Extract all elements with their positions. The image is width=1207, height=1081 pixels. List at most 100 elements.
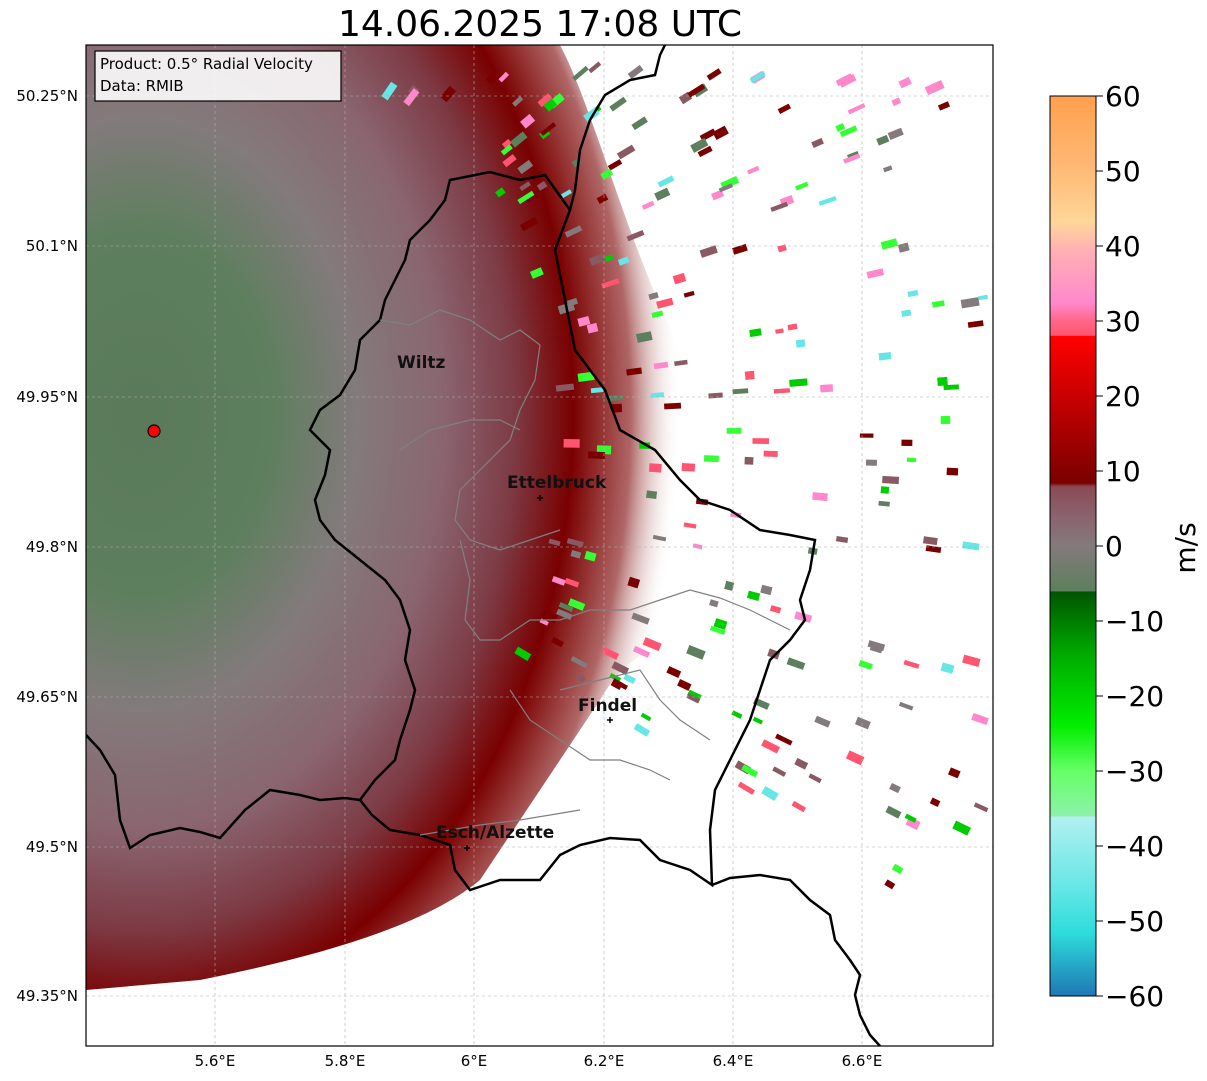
- echo-cell: [588, 61, 602, 74]
- echo-cell: [570, 655, 588, 669]
- lat-tick: 49.35°N: [16, 987, 78, 1005]
- city-esch: Esch/Alzette: [436, 823, 554, 851]
- radar-site-marker: [147, 424, 161, 438]
- echo-cell: [609, 673, 622, 683]
- echo-cell: [731, 710, 743, 719]
- echo-cell: [555, 383, 575, 392]
- echo-cell: [952, 820, 971, 836]
- echo-cell: [767, 648, 781, 660]
- city-marker-ettelbruck: [537, 495, 543, 501]
- echo-cell: [814, 715, 831, 728]
- echo-cell: [706, 68, 722, 81]
- echo-cell: [943, 384, 959, 391]
- echo-cell: [616, 144, 636, 160]
- echo-cell: [775, 733, 793, 746]
- echo-cell: [674, 359, 688, 366]
- echo-cell: [906, 457, 917, 463]
- echo-cell: [560, 189, 573, 199]
- echo-cell: [713, 618, 728, 630]
- echo-cell: [570, 549, 582, 559]
- lat-tick: 49.8°N: [26, 538, 78, 556]
- echo-cell: [777, 244, 787, 253]
- echo-cell: [627, 64, 644, 79]
- echo-cell: [878, 500, 890, 507]
- echo-cell: [839, 125, 858, 138]
- echo-cell: [500, 144, 513, 156]
- echo-cell: [880, 238, 898, 250]
- belgium-france-border: [86, 734, 361, 850]
- echo-cell: [501, 138, 512, 149]
- echo-cell: [651, 310, 664, 319]
- echo-cell: [381, 81, 398, 101]
- colorbar-tick-label: 0: [1105, 530, 1123, 563]
- colorbar-tick-label: 60: [1105, 80, 1141, 113]
- echo-cell: [967, 320, 984, 328]
- echo-cell: [543, 98, 558, 112]
- echo-cell: [652, 534, 667, 542]
- info-product: Product: 0.5° Radial Velocity: [100, 55, 313, 73]
- colorbar-tick-label: 30: [1105, 305, 1141, 338]
- echo-cell: [835, 123, 846, 132]
- echo-cell: [978, 294, 988, 301]
- echo-cell: [686, 693, 701, 704]
- echo-cell: [519, 216, 539, 232]
- echo-cell: [937, 101, 951, 111]
- colorbar-tick-label: −40: [1105, 830, 1164, 863]
- luxembourg-border: [308, 170, 817, 892]
- echo-cell: [687, 689, 702, 701]
- city-findel: Findel: [578, 696, 637, 723]
- echo-cell: [485, 71, 500, 85]
- colorbar-tick-label: 10: [1105, 455, 1141, 488]
- echo-cell: [795, 339, 806, 348]
- echo-cell: [795, 181, 809, 191]
- echo-cell: [752, 438, 769, 444]
- echo-cell: [626, 230, 645, 242]
- echo-cell: [587, 451, 606, 460]
- echo-cell: [604, 254, 614, 262]
- echo-cell: [654, 187, 671, 201]
- city-label-wiltz: Wiltz: [397, 353, 446, 373]
- echo-cell: [683, 290, 695, 298]
- echo-cell: [703, 455, 719, 463]
- germany-border-north: [568, 45, 667, 211]
- echo-cell: [724, 580, 735, 591]
- echo-cell: [907, 290, 919, 298]
- echo-cell: [640, 712, 652, 722]
- echo-cell: [645, 490, 658, 499]
- echo-cell: [601, 646, 620, 660]
- city-wiltz: Wiltz: [397, 353, 446, 373]
- lon-tick: 6.4°E: [713, 1052, 754, 1070]
- echo-cell: [711, 189, 725, 201]
- echo-cell: [712, 125, 729, 140]
- echo-cell: [887, 127, 904, 140]
- echo-cell: [517, 159, 534, 175]
- echo-cell: [495, 187, 506, 198]
- lat-axis: 50.25°N 50.1°N 49.95°N 49.8°N 49.65°N 49…: [16, 87, 78, 1005]
- echo-cell: [854, 716, 871, 730]
- echo-cell: [929, 797, 941, 807]
- echo-cell: [845, 750, 865, 766]
- echo-cell: [584, 550, 597, 562]
- lat-tick: 49.65°N: [16, 688, 78, 706]
- lon-axis: 5.6°E 5.8°E 6°E 6.2°E 6.4°E 6.6°E: [195, 1052, 883, 1070]
- echo-cell: [925, 545, 942, 554]
- echo-cell: [940, 662, 955, 674]
- colorbar-tick-label: −50: [1105, 905, 1164, 938]
- echo-cell: [641, 200, 655, 210]
- colorbar-tick-label: −30: [1105, 755, 1164, 788]
- echo-cell: [633, 723, 651, 737]
- echo-cell: [883, 165, 893, 173]
- echo-cell: [838, 73, 857, 88]
- colorbar: 60 50 40 30 20 10 0 −10 −20 −30 −40 −50 −60 m/s: [1049, 80, 1202, 1013]
- echo-cell: [657, 175, 675, 188]
- echo-cell: [697, 145, 713, 158]
- echo-cell: [835, 535, 849, 544]
- colorbar-scale: [1049, 95, 1097, 997]
- lon-tick: 6.2°E: [584, 1052, 625, 1070]
- echo-cell: [744, 456, 754, 465]
- echo-cell: [885, 805, 902, 819]
- canton-borders: [379, 309, 791, 836]
- echo-cell: [940, 415, 951, 425]
- echo-cell: [924, 80, 945, 96]
